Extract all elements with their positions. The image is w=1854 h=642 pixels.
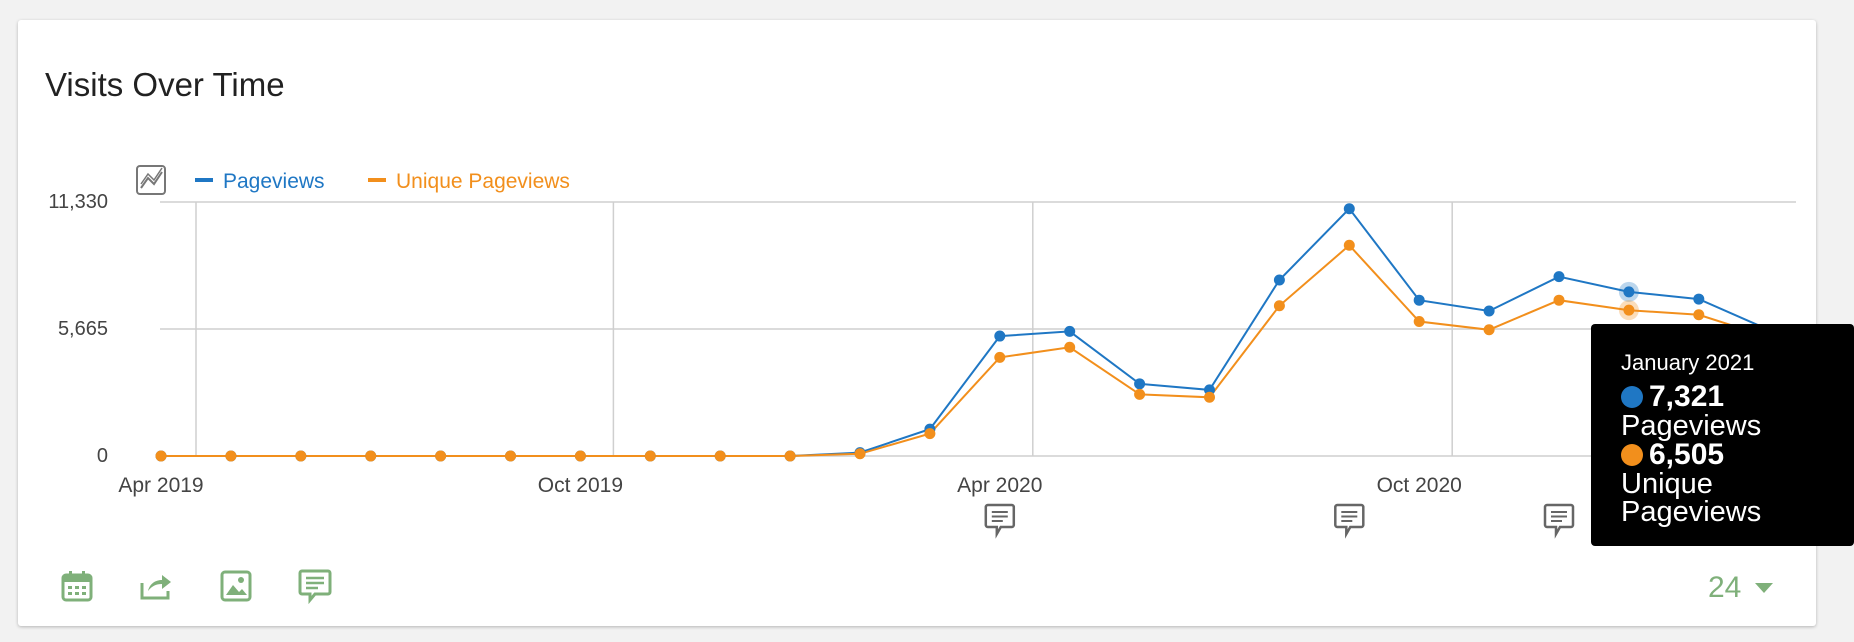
xtick-label: Apr 2020 <box>957 474 1042 497</box>
visits-over-time-widget <box>18 20 1816 626</box>
data-point[interactable] <box>1204 391 1215 403</box>
data-point[interactable] <box>994 330 1006 342</box>
annotation-marker-icon[interactable] <box>1543 503 1575 539</box>
period-value: 24 <box>1708 571 1742 604</box>
chevron-down-icon <box>1755 583 1774 593</box>
data-point[interactable] <box>365 450 377 462</box>
tooltip-row-unique-pageviews: 6,505 <box>1621 440 1854 470</box>
data-point[interactable] <box>1623 286 1635 298</box>
calendar-icon[interactable] <box>59 568 95 604</box>
data-point[interactable] <box>1483 324 1495 336</box>
xtick-label: Apr 2019 <box>118 474 203 497</box>
data-point[interactable] <box>1343 203 1355 215</box>
data-point[interactable] <box>1693 293 1705 305</box>
annotation-icon[interactable] <box>297 568 333 604</box>
data-point[interactable] <box>435 450 447 462</box>
data-point[interactable] <box>1553 294 1565 306</box>
ytick-label: 5,665 <box>58 318 108 340</box>
data-point[interactable] <box>924 428 936 440</box>
data-point[interactable] <box>994 351 1006 363</box>
period-selector[interactable]: 24 <box>1708 568 1784 608</box>
xtick-label: Oct 2019 <box>538 474 623 497</box>
tooltip-value: 7,321 <box>1649 380 1725 413</box>
data-point[interactable] <box>574 450 586 462</box>
data-point[interactable] <box>1413 294 1425 306</box>
data-point[interactable] <box>1343 239 1355 251</box>
data-point[interactable] <box>1553 271 1565 283</box>
data-point[interactable] <box>1693 309 1705 321</box>
tooltip-label: Unique Pageviews <box>1621 468 1762 528</box>
data-point[interactable] <box>784 450 796 462</box>
xtick-label: Oct 2020 <box>1377 474 1462 497</box>
series-dot-icon <box>1621 386 1643 408</box>
annotation-marker-icon[interactable] <box>984 503 1016 539</box>
data-point[interactable] <box>1483 305 1495 317</box>
data-point[interactable] <box>505 450 516 462</box>
data-point[interactable] <box>225 450 237 462</box>
data-point[interactable] <box>1273 300 1285 312</box>
data-point[interactable] <box>295 450 307 462</box>
series-line <box>161 243 1770 457</box>
series-line <box>161 207 1770 457</box>
ytick-label: 11,330 <box>48 191 108 213</box>
tooltip-row-pageviews: 7,321 <box>1621 382 1854 412</box>
export-icon[interactable] <box>138 568 174 604</box>
tooltip-title: January 2021 <box>1621 350 1755 375</box>
data-point[interactable] <box>155 450 167 462</box>
data-point[interactable] <box>1134 388 1146 400</box>
legend-item-pageviews[interactable]: Pageviews <box>195 170 325 193</box>
data-point[interactable] <box>1134 378 1146 390</box>
legend-label: Pageviews <box>223 170 325 193</box>
tooltip-label: Pageviews <box>1621 410 1762 442</box>
series-dot-icon <box>1621 444 1643 466</box>
data-point[interactable] <box>1623 304 1635 316</box>
widget-title: Visits Over Time <box>45 66 285 103</box>
data-point[interactable] <box>714 450 726 462</box>
image-icon[interactable] <box>218 568 254 604</box>
legend-label: Unique Pageviews <box>396 170 570 193</box>
legend-item-unique-pageviews[interactable]: Unique Pageviews <box>368 170 570 193</box>
data-point[interactable] <box>1413 315 1425 327</box>
data-point[interactable] <box>1064 341 1076 353</box>
ytick-label: 0 <box>97 445 108 467</box>
chart-tooltip: January 2021 7,321 Pageviews 6,505 Uniqu… <box>1591 324 1854 546</box>
tooltip-value: 6,505 <box>1649 438 1725 471</box>
data-point[interactable] <box>854 448 866 460</box>
data-point[interactable] <box>1273 274 1285 286</box>
annotation-marker-icon[interactable] <box>1334 503 1365 539</box>
data-point[interactable] <box>1064 325 1076 337</box>
data-point[interactable] <box>644 450 656 462</box>
chart-type-icon[interactable] <box>136 165 166 195</box>
